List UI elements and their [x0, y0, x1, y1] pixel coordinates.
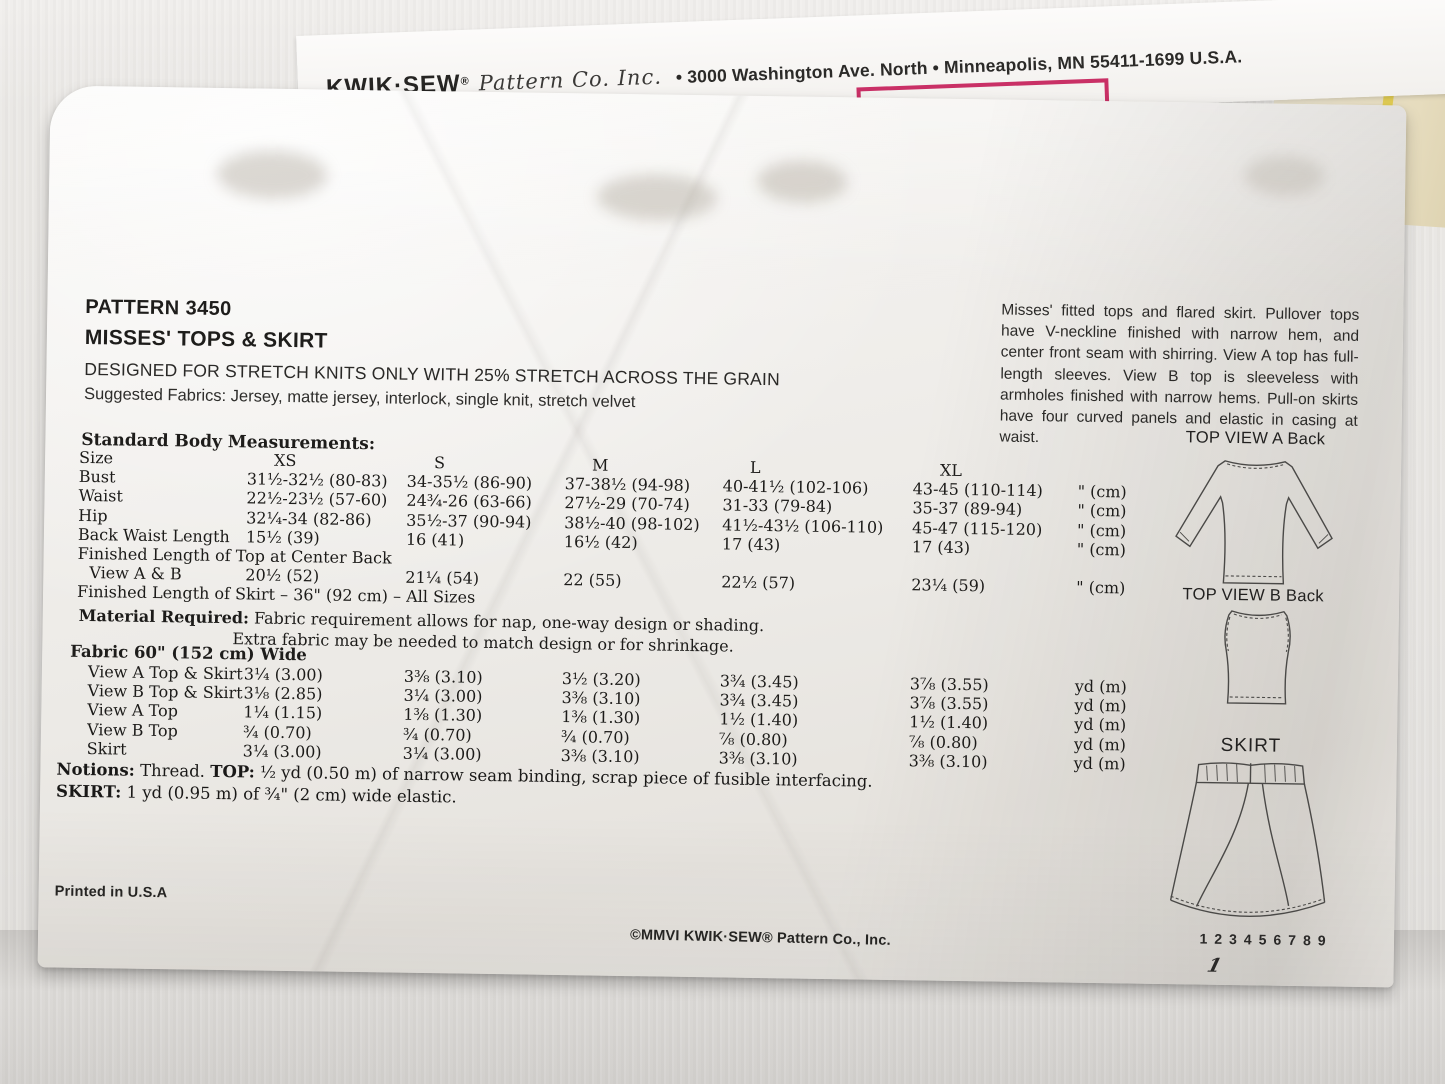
unit-cell: yd (m) — [1073, 753, 1126, 774]
cell: 3⅞ (3.55) — [909, 674, 989, 695]
cell: 3½ (3.20) — [561, 669, 641, 690]
cell: 35½-37 (90-94) — [406, 510, 532, 532]
sheet-number: 1 — [1204, 954, 1224, 977]
top-view-b-drawing — [1224, 610, 1291, 705]
top-view-a-drawing — [1175, 460, 1333, 585]
cell: 3¼ (3.00) — [403, 685, 483, 707]
row-label: Hip — [78, 505, 108, 525]
cell: ¾ (0.70) — [402, 724, 472, 745]
cell: 17 (43) — [911, 537, 971, 557]
cell: ⅞ (0.80) — [908, 731, 978, 752]
notions-skirt-text: 1 yd (0.95 m) of ¾" (2 cm) wide elastic. — [121, 782, 457, 807]
notions-label: Notions: — [56, 759, 135, 780]
unit-cell: yd (m) — [1074, 676, 1127, 697]
notions-text: Thread. — [134, 760, 211, 781]
row-label: Skirt — [86, 738, 127, 759]
cell: 3⅛ (2.85) — [243, 683, 323, 704]
unit-cell: " (cm) — [1077, 481, 1127, 502]
cell: 3⅜ (3.10) — [561, 688, 641, 709]
cell: 34-35½ (86-90) — [406, 471, 533, 493]
cell: 16½ (42) — [563, 531, 638, 552]
cell: 3⅜ (3.10) — [560, 745, 640, 767]
cell: 3¼ (3.00) — [243, 664, 323, 685]
row-label: View A & B — [89, 563, 182, 584]
cell: 3⅜ (3.10) — [718, 748, 798, 769]
unit-cell: yd (m) — [1074, 715, 1127, 735]
printed-in-usa: Printed in U.S.A — [54, 883, 168, 902]
cell: 23¼ (59) — [911, 575, 986, 596]
cell: 16 (41) — [405, 529, 465, 550]
cell: 35-37 (89-94) — [912, 498, 1023, 520]
cell: 20½ (52) — [245, 565, 320, 586]
row-label: Back Waist Length — [77, 524, 230, 546]
glue-stain — [756, 159, 848, 204]
suggested-fabrics-line: Suggested Fabrics: Jersey, matte jersey,… — [83, 384, 636, 412]
cell: 22½-23½ (57-60) — [246, 488, 388, 510]
cell: 15½ (39) — [245, 527, 320, 548]
cell: 24¾-26 (63-66) — [406, 491, 532, 513]
cell: 1¼ (1.15) — [243, 702, 323, 723]
size-digit-scale: 123456789 — [1199, 930, 1333, 949]
cell: 21¼ (54) — [405, 567, 480, 589]
notions-skirt-label: SKIRT: — [55, 781, 122, 802]
row-label: View B Top & Skirt — [87, 681, 243, 703]
copyright-line: ©MMVI KWIK·SEW® Pattern Co., Inc. — [629, 927, 891, 949]
row-label: Waist — [78, 486, 124, 506]
cell: 37-38½ (94-98) — [564, 474, 691, 496]
yardage-table: View A Top & Skirt 3¼ (3.00) 3⅜ (3.10) 3… — [75, 662, 1165, 774]
pattern-number: PATTERN 3450 — [85, 295, 232, 321]
measurements-table: Size XS S M L XL Bust 31½-32½ (80-83) 34… — [77, 448, 1168, 618]
cell: 27½-29 (70-74) — [564, 493, 690, 515]
company-script-text: Pattern Co. Inc. — [478, 64, 663, 96]
unit-cell: " (cm) — [1077, 501, 1127, 521]
cell: 22 (55) — [563, 570, 622, 591]
cell: 43-45 (110-114) — [912, 479, 1044, 501]
cell: 45-47 (115-120) — [911, 517, 1043, 539]
notions-top-label: TOP: — [210, 761, 255, 782]
cell: 3¼ (3.00) — [402, 743, 482, 764]
cell: 38½-40 (98-102) — [564, 512, 700, 534]
pattern-name: MISSES' TOPS & SKIRT — [84, 325, 328, 353]
skirt-drawing — [1169, 762, 1326, 917]
title-block: PATTERN 3450 MISSES' TOPS & SKIRT DESIGN… — [84, 296, 781, 414]
pattern-envelope: PATTERN 3450 MISSES' TOPS & SKIRT DESIGN… — [37, 85, 1407, 988]
registered-mark: ® — [460, 75, 469, 88]
cell: 3⅞ (3.55) — [909, 693, 989, 714]
size-xs: XS — [273, 450, 297, 471]
cell: 32¼-34 (82-86) — [246, 507, 372, 529]
cell: 1⅜ (1.30) — [403, 705, 483, 726]
glue-stain — [596, 173, 718, 222]
cell: ¾ (0.70) — [242, 721, 312, 742]
row-label: View A Top — [87, 700, 179, 721]
cell: 31½-32½ (80-83) — [246, 469, 388, 491]
cell: 1½ (1.40) — [909, 712, 989, 733]
cell: 3¼ (3.00) — [242, 741, 322, 762]
size-xl: XL — [939, 460, 963, 480]
fabric-width-heading: Fabric 60" (152 cm) Wide — [70, 641, 308, 665]
size-column-label: Size — [78, 447, 114, 468]
size-s: S — [433, 453, 446, 473]
unit-cell: " (cm) — [1076, 520, 1127, 541]
unit-cell: " (cm) — [1076, 539, 1127, 560]
unit-cell: yd (m) — [1074, 695, 1127, 716]
row-label: View A Top & Skirt — [87, 662, 243, 684]
glue-stain — [1244, 155, 1325, 197]
material-required-line: Material Required: Fabric requirement al… — [79, 606, 765, 635]
size-unit — [1078, 463, 1168, 484]
cell: ¾ (0.70) — [560, 726, 630, 747]
row-label: View B Top — [86, 719, 178, 740]
notions-skirt-line: SKIRT: 1 yd (0.95 m) of ¾" (2 cm) wide e… — [56, 782, 457, 807]
company-address: • 3000 Washington Ave. North • Minneapol… — [675, 46, 1243, 88]
cell: 1⅜ (1.30) — [561, 707, 641, 728]
glue-stain — [216, 149, 328, 200]
cell: 3⅜ (3.10) — [403, 666, 483, 687]
material-required-label: Material Required: — [78, 605, 250, 628]
size-m: M — [591, 455, 609, 475]
cell: 3⅜ (3.10) — [908, 751, 988, 772]
row-label: Bust — [78, 467, 116, 487]
